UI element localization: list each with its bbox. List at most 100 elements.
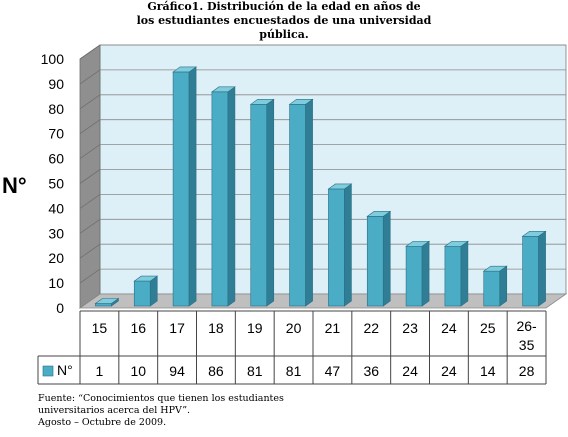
bar	[172, 66, 198, 307]
data-value-label: 94	[169, 363, 185, 379]
bar	[366, 210, 392, 307]
data-table: N° 15 1 16 10 17 94 18 86 19 81 20 81 21 47 22 36 23 24 24 2…	[37, 310, 547, 385]
bar-top	[133, 275, 159, 282]
gridline-side	[79, 169, 101, 184]
x-tick-label: 19	[247, 320, 263, 336]
data-value-label: 1	[96, 363, 104, 379]
bar-front	[95, 303, 112, 307]
bar-front	[483, 270, 501, 307]
bar-side	[227, 86, 236, 307]
y-tick-label: 0	[56, 300, 64, 316]
y-tick-label: 20	[48, 250, 64, 266]
gridline-side	[79, 194, 101, 209]
bar-side	[305, 98, 313, 307]
floor	[78, 293, 568, 309]
gridline-side	[79, 44, 101, 60]
x-tick-label: 35	[519, 337, 535, 353]
data-value-label: 14	[480, 363, 496, 379]
bar-front	[289, 104, 306, 307]
x-tick-label: 18	[208, 320, 224, 336]
y-tick-label: 40	[48, 200, 64, 216]
bar	[210, 86, 236, 307]
bar	[94, 297, 120, 307]
bar-front	[366, 216, 384, 307]
bar	[482, 265, 508, 307]
x-tick-label: 22	[363, 320, 379, 336]
data-value-label: 24	[402, 363, 418, 379]
bar-front	[172, 71, 190, 307]
bar-side	[344, 183, 352, 307]
gridline-side	[79, 69, 101, 85]
bar-top	[210, 86, 236, 93]
x-tick-label: 17	[169, 320, 185, 336]
x-tick-label: 23	[402, 320, 418, 336]
bar	[443, 240, 469, 307]
bar-top	[443, 240, 469, 247]
bar-side	[499, 265, 508, 307]
chart-title: Gráfico1. Distribución de la edad en año…	[136, 0, 432, 41]
bar	[133, 275, 159, 307]
x-tick-label: 16	[130, 320, 146, 336]
x-tick-label: 20	[286, 320, 302, 336]
bar	[405, 240, 431, 307]
bar-front	[405, 245, 423, 307]
bar-side	[538, 230, 546, 307]
x-tick-label: 21	[325, 320, 341, 336]
gridline-side	[79, 243, 101, 259]
y-tick-label: 60	[48, 151, 64, 167]
bar-side	[188, 66, 197, 307]
bar-top	[521, 230, 547, 237]
bar-top	[94, 298, 120, 304]
gridline-side	[79, 94, 101, 110]
y-axis-label: N°	[2, 173, 27, 198]
y-tick-label: 80	[48, 101, 64, 117]
bar-side	[460, 240, 469, 307]
bar	[249, 98, 275, 307]
bar-side	[266, 98, 275, 307]
y-tick-label: 50	[48, 176, 64, 192]
bars	[94, 66, 547, 307]
gridline-side	[79, 218, 101, 234]
data-value-label: 28	[519, 363, 535, 379]
x-tick-label: 26-	[516, 318, 537, 334]
legend-key	[42, 365, 54, 377]
gridline-side	[79, 119, 101, 135]
source-text: Fuente: “Conocimientos que tienen los es…	[38, 393, 284, 416]
x-tick-label: 15	[92, 320, 108, 336]
bar	[327, 183, 353, 307]
data-value-label: 81	[247, 363, 263, 379]
bar-front	[522, 235, 539, 307]
legend-label: N°	[57, 362, 73, 378]
x-tick-label: 25	[480, 320, 496, 336]
bar	[288, 98, 314, 307]
bar-top	[249, 99, 275, 105]
bar-top	[482, 265, 508, 272]
y-tick-label: 90	[48, 76, 64, 92]
data-value-label: 81	[286, 363, 302, 379]
data-value-label: 10	[130, 363, 146, 379]
bar-top	[172, 66, 198, 73]
y-tick-label: 30	[48, 225, 64, 241]
bar-front	[211, 91, 229, 307]
bar-front	[133, 280, 151, 307]
bar-front	[444, 245, 462, 307]
bar-front	[250, 104, 268, 307]
data-value-label: 86	[208, 363, 224, 379]
gridline-side	[79, 268, 101, 284]
source-note: Fuente: “Conocimientos que tienen los es…	[38, 393, 328, 429]
y-tick-label: 10	[48, 275, 64, 291]
data-value-label: 47	[325, 363, 341, 379]
y-tick-label: 100	[41, 51, 65, 67]
bar-side	[382, 210, 391, 307]
x-tick-label: 24	[441, 320, 457, 336]
bar-top	[288, 99, 314, 105]
gridline-side	[79, 144, 101, 159]
y-axis-ticks: 0 10 20 30 40 50 60 70 80 90 100	[41, 51, 65, 316]
y-tick-label: 70	[48, 126, 64, 142]
bar-side	[421, 240, 430, 307]
date-text: Agosto – Octubre de 2009.	[38, 417, 167, 428]
bar	[521, 230, 547, 307]
data-value-label: 36	[363, 363, 379, 379]
bar-front	[328, 188, 345, 307]
